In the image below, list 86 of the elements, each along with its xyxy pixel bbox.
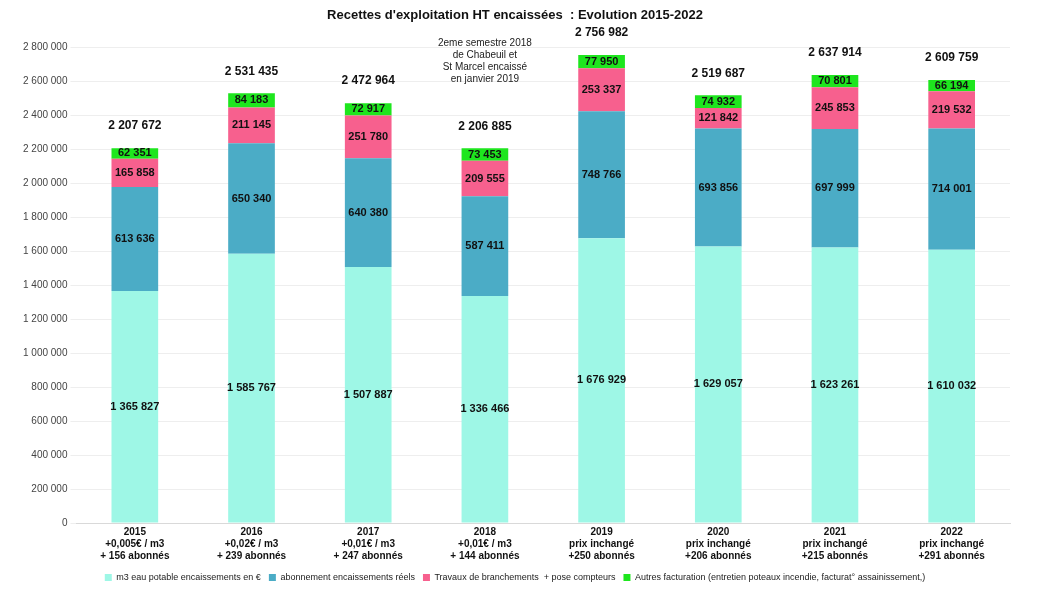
data-label: 587 411 <box>465 239 505 252</box>
data-label: 1 676 929 <box>577 373 627 386</box>
data-label: 209 555 <box>465 171 505 184</box>
bar <box>461 196 509 297</box>
bar <box>111 291 159 523</box>
bar <box>928 128 975 250</box>
bar <box>344 266 392 523</box>
bar <box>811 247 859 523</box>
bar <box>811 128 859 248</box>
data-label: 121 842 <box>698 111 739 124</box>
annotation: 2eme semestre 2018 de Chabeuil et St Marcel encaissé en janvier 2019 <box>437 37 533 85</box>
data-label: 70 801 <box>818 74 852 87</box>
legend-label: Autres facturation (entretien poteaux incendie, facturat° assainissement,) <box>634 571 926 582</box>
y-tick-label: 600 000 <box>31 414 68 426</box>
bar <box>578 111 625 239</box>
y-tick-label: 1 000 000 <box>22 346 68 358</box>
bar <box>694 246 742 523</box>
x-tick-label: 2016 +0,02€ / m3 + 239 abonnés <box>216 525 287 561</box>
y-tick-label: 1 600 000 <box>22 245 68 257</box>
data-label: 1 629 057 <box>693 377 743 390</box>
data-label: 211 145 <box>231 118 272 131</box>
legend-label: m3 eau potable encaissements en € <box>116 571 261 582</box>
bar <box>928 249 975 523</box>
data-label: 245 853 <box>815 101 855 114</box>
y-tick-label: 1 800 000 <box>22 211 68 223</box>
data-label: 693 856 <box>698 180 739 193</box>
data-label: 1 365 827 <box>110 399 160 412</box>
x-tick-label: 2020 prix inchangé +206 abonnés <box>685 525 752 561</box>
x-tick-label: 2022 prix inchangé +291 abonnés <box>918 525 986 561</box>
data-label: 640 380 <box>348 205 389 218</box>
data-label: 714 001 <box>931 182 972 195</box>
total-label: 2 207 672 <box>108 118 162 133</box>
bar <box>111 186 159 292</box>
y-tick-label: 2 400 000 <box>22 109 68 121</box>
x-tick-label: 2021 prix inchangé +215 abonnés <box>801 525 869 561</box>
data-label: 1 610 032 <box>927 379 977 392</box>
bar <box>228 143 275 254</box>
y-tick-label: 800 000 <box>31 380 68 392</box>
data-label: 613 636 <box>114 232 155 245</box>
data-label: 74 932 <box>701 94 736 107</box>
total-label: 2 519 687 <box>691 65 746 80</box>
data-label: 219 532 <box>931 102 972 115</box>
data-label: 650 340 <box>231 191 272 204</box>
bar <box>228 253 275 523</box>
data-label: 73 453 <box>468 147 502 160</box>
legend-label: Travaux de branchements + pose compteurs <box>434 571 616 582</box>
y-tick-label: 1 400 000 <box>22 279 68 291</box>
y-tick-label: 1 200 000 <box>22 313 68 325</box>
bar <box>344 158 392 267</box>
data-label: 253 337 <box>581 82 622 95</box>
y-tick-label: 400 000 <box>31 448 68 460</box>
y-tick-label: 2 600 000 <box>22 75 68 87</box>
y-tick-label: 0 <box>61 516 68 528</box>
data-label: 62 351 <box>118 146 152 159</box>
x-tick-label: 2017 +0,01€ / m3 + 247 abonnés <box>333 525 404 561</box>
data-label: 1 623 261 <box>810 377 860 390</box>
y-tick-label: 200 000 <box>31 482 68 494</box>
total-label: 2 609 759 <box>924 50 979 65</box>
y-tick-label: 2 000 000 <box>22 177 68 189</box>
total-label: 2 531 435 <box>224 63 279 78</box>
bar <box>461 296 509 523</box>
data-label: 165 858 <box>114 165 155 178</box>
data-label: 77 950 <box>584 54 619 67</box>
x-tick-label: 2019 prix inchangé +250 abonnés <box>568 525 636 561</box>
y-tick-label: 2 200 000 <box>22 143 68 155</box>
data-label: 1 507 887 <box>343 387 393 400</box>
data-label: 72 917 <box>351 102 386 115</box>
data-label: 748 766 <box>581 167 622 180</box>
data-label: 84 183 <box>234 93 269 106</box>
data-label: 66 194 <box>934 78 970 91</box>
data-label: 1 336 466 <box>460 402 510 415</box>
legend-label: abonnement encaissements réels <box>280 571 416 582</box>
bar <box>694 128 742 247</box>
total-label: 2 637 914 <box>808 45 862 60</box>
data-label: 1 585 767 <box>227 381 276 394</box>
x-tick-label: 2018 +0,01€ / m3 + 144 abonnés <box>450 525 520 561</box>
y-tick-label: 2 800 000 <box>22 41 68 53</box>
total-label: 2 472 964 <box>341 73 396 88</box>
x-tick-label: 2015 +0,005€ / m3 + 156 abonnés <box>100 525 170 561</box>
total-label: 2 206 885 <box>458 118 512 133</box>
bar <box>578 68 625 112</box>
data-label: 251 780 <box>348 129 389 142</box>
data-label: 697 999 <box>815 181 855 194</box>
bar <box>578 238 625 523</box>
total-label: 2 756 982 <box>574 25 629 40</box>
chart-title: Recettes d'exploitation HT encaissées : Evolution 2015-2022 <box>327 7 703 23</box>
